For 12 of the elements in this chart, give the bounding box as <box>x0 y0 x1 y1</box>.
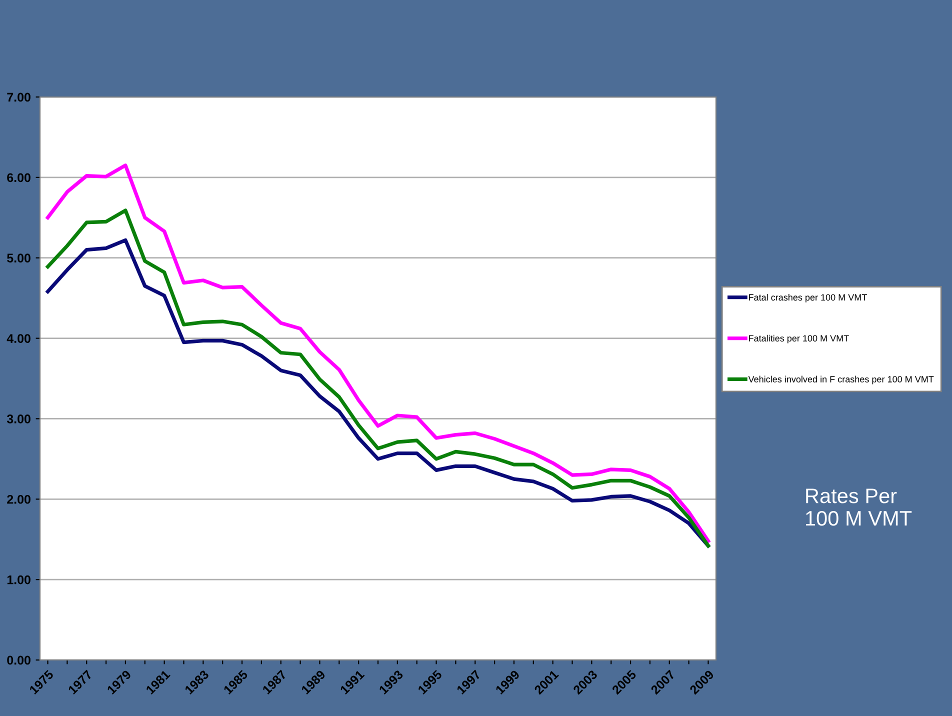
y-tick-label: 5.00 <box>7 254 30 263</box>
legend-label: Fatalities per 100 M VMT <box>749 334 849 344</box>
y-tick-label: 3.00 <box>6 414 30 424</box>
legend-label: Fatal crashes per 100 M VMT <box>749 294 867 302</box>
y-tick-label: 7.00 <box>7 92 30 102</box>
y-tick-label: 1.00 <box>7 575 30 584</box>
text: Rates Per 100 M VMT <box>806 488 912 526</box>
y-tick-label: 0.00 <box>7 656 30 665</box>
legend-label: Vehicles involved in F crashes per 100 M VMT <box>748 376 934 384</box>
y-tick-label: 6.00 <box>7 173 30 182</box>
y-tick-label: 2.00 <box>7 494 30 504</box>
y-tick-label: 4.00 <box>6 334 30 343</box>
